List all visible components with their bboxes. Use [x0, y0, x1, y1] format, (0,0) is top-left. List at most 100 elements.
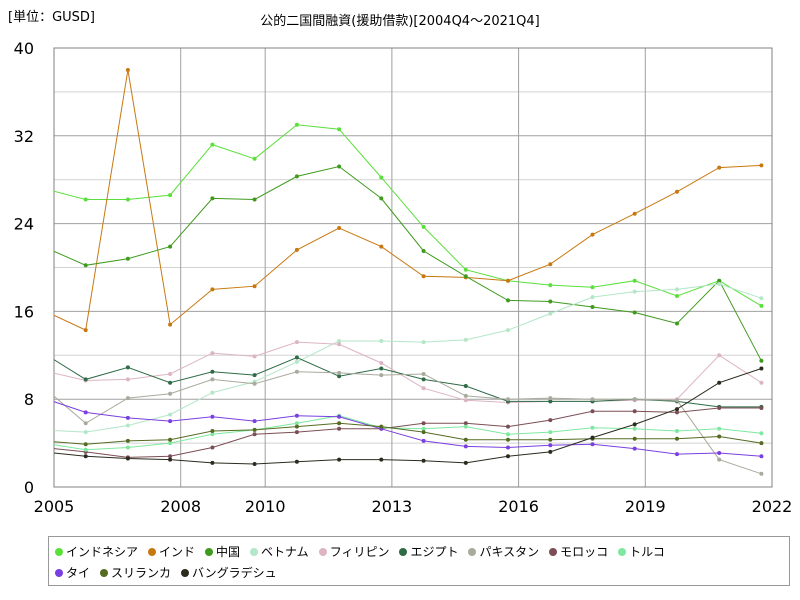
data-point	[168, 391, 173, 396]
data-point	[632, 426, 637, 431]
data-point	[294, 359, 299, 364]
data-point	[125, 396, 130, 401]
data-point	[210, 369, 215, 374]
data-point	[252, 156, 257, 161]
data-point	[125, 438, 130, 443]
data-point	[759, 454, 764, 459]
legend-label: ベトナム	[261, 545, 309, 559]
data-point	[379, 244, 384, 249]
plot-border	[53, 47, 773, 488]
legend-label: スリランカ	[111, 566, 172, 580]
legend-marker	[318, 547, 327, 556]
data-point	[590, 232, 595, 237]
legend-marker	[618, 547, 627, 556]
data-point	[379, 196, 384, 201]
data-point	[168, 380, 173, 385]
unit-label: [単位：GUSD]	[8, 10, 95, 25]
data-point	[337, 339, 342, 343]
data-point	[294, 355, 299, 360]
data-point	[252, 197, 257, 202]
data-point	[590, 425, 595, 430]
data-point	[717, 278, 722, 283]
legend-marker	[549, 547, 558, 556]
data-point	[379, 366, 384, 371]
data-point	[379, 424, 384, 429]
data-point	[506, 445, 510, 450]
legend-marker	[250, 547, 259, 556]
data-point	[675, 189, 679, 194]
data-point	[210, 460, 215, 465]
series-line-11	[54, 368, 762, 465]
data-point	[590, 285, 595, 290]
data-point	[463, 437, 468, 442]
chart-title: 公的二国間融資(援助借款)[2004Q4～2021Q4]	[260, 14, 540, 29]
data-point	[379, 175, 384, 180]
data-point	[252, 354, 257, 359]
data-point	[210, 142, 215, 147]
series-line-10	[54, 422, 762, 445]
data-point	[506, 432, 510, 437]
data-point	[337, 370, 342, 375]
data-point	[675, 436, 679, 441]
data-point	[210, 445, 215, 450]
data-point	[590, 305, 595, 309]
series-line-4	[54, 341, 762, 404]
data-point	[675, 407, 679, 412]
data-point	[675, 398, 679, 403]
data-point	[590, 435, 595, 440]
legend-item: タイ	[55, 564, 90, 581]
data-point	[421, 340, 426, 345]
data-point	[675, 410, 679, 415]
legend-row-1: インドネシア インド 中国 ベトナム フィリピン エジプト パキスタン モロッコ トルコ	[55, 541, 783, 562]
data-point	[168, 457, 173, 462]
data-point	[379, 373, 384, 378]
legend-label: モロッコ	[560, 545, 609, 559]
data-point	[759, 406, 764, 410]
data-point	[717, 282, 722, 286]
data-point	[210, 287, 215, 292]
data-point	[421, 224, 426, 229]
data-point	[548, 262, 553, 267]
legend: インドネシア インド 中国 ベトナム フィリピン エジプト パキスタン モロッコ トルコ タイ ス…	[48, 536, 790, 586]
data-point	[548, 437, 553, 442]
data-point	[337, 342, 342, 347]
data-point	[759, 441, 764, 446]
data-point	[421, 426, 426, 431]
legend-label: インドネシア	[66, 545, 139, 559]
x-tick-label: 2013	[372, 497, 413, 516]
data-point	[632, 436, 637, 441]
data-point	[294, 174, 299, 179]
data-point	[590, 409, 595, 414]
data-point	[168, 193, 173, 198]
data-point	[548, 399, 553, 404]
legend-item: インドネシア	[55, 543, 138, 560]
data-point	[548, 311, 553, 316]
data-point	[337, 226, 342, 230]
data-point	[717, 426, 722, 431]
data-point	[463, 274, 468, 279]
data-point	[548, 443, 553, 448]
data-point	[210, 351, 215, 356]
data-point	[252, 462, 257, 466]
legend-item: エジプト	[399, 543, 458, 560]
data-point	[125, 377, 130, 382]
data-point	[125, 445, 130, 450]
y-tick-label: 16	[14, 302, 34, 321]
data-point	[463, 384, 468, 388]
data-point	[506, 397, 510, 402]
data-point	[83, 410, 88, 415]
series-line-0	[54, 124, 762, 307]
data-point	[125, 423, 130, 428]
legend-marker	[55, 547, 63, 556]
data-point	[168, 441, 173, 446]
data-point	[590, 442, 595, 447]
data-point	[421, 430, 426, 435]
data-point	[125, 456, 130, 461]
x-tick-label: 2008	[160, 497, 201, 516]
data-point	[463, 267, 468, 272]
data-point	[379, 457, 384, 462]
data-point	[717, 380, 722, 385]
data-point	[675, 321, 679, 326]
data-point	[506, 454, 510, 459]
data-point	[717, 353, 722, 358]
